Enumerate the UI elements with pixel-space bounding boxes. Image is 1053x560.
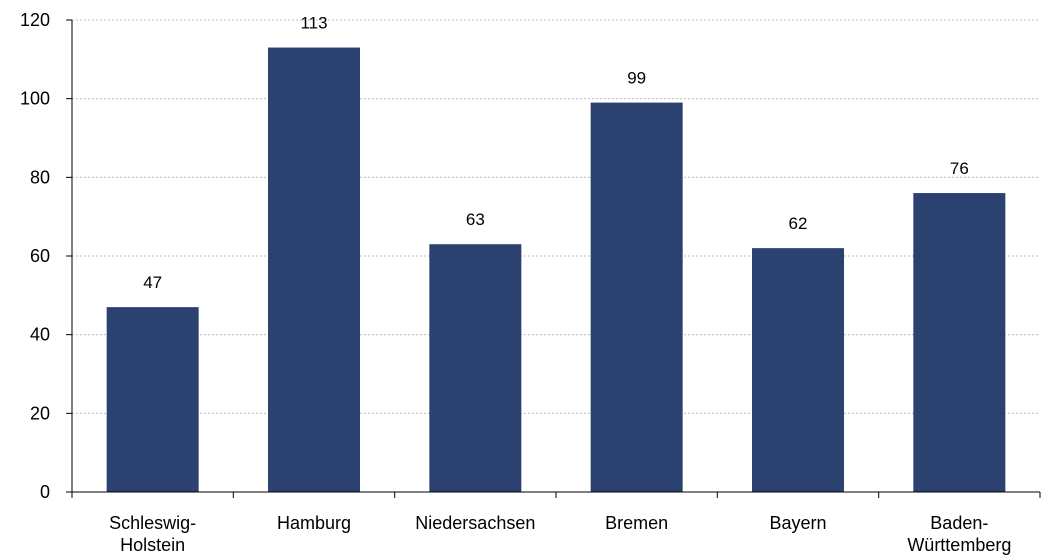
category-label-line: Schleswig- <box>109 513 196 533</box>
category-label: Bayern <box>769 513 826 533</box>
data-label: 99 <box>627 69 646 88</box>
bar <box>106 307 199 492</box>
data-label: 113 <box>300 14 327 33</box>
category-label-line: Holstein <box>120 535 185 555</box>
category-label-line: Baden- <box>930 513 988 533</box>
y-tick-label: 60 <box>30 246 50 266</box>
gridlines <box>72 19 1040 414</box>
data-label: 76 <box>950 159 969 178</box>
category-label: Bremen <box>605 513 668 533</box>
category-label: Hamburg <box>277 513 351 533</box>
y-tick-label: 40 <box>30 325 50 345</box>
bar <box>913 193 1006 493</box>
category-label-line: Niedersachsen <box>415 513 535 533</box>
category-label: Niedersachsen <box>415 513 535 533</box>
data-label: 62 <box>789 214 808 233</box>
category-label-line: Hamburg <box>277 513 351 533</box>
labels: 0 20 40 60 80 100 120 47 Schleswig-Holstein 113 Ha… <box>20 10 1011 555</box>
data-label: 63 <box>466 210 485 229</box>
category-label-line: Württemberg <box>907 535 1011 555</box>
y-tick-label: 120 <box>20 10 50 30</box>
y-tick-label: 20 <box>30 403 50 423</box>
bar <box>590 102 683 492</box>
category-label: Schleswig-Holstein <box>109 513 196 555</box>
bar <box>752 248 844 492</box>
y-tick-label: 80 <box>30 167 50 187</box>
bar <box>268 47 360 493</box>
data-label: 47 <box>143 273 162 292</box>
axes <box>66 19 1041 498</box>
y-tick-label: 0 <box>40 482 50 502</box>
category-label-line: Bremen <box>605 513 668 533</box>
bar <box>429 244 522 492</box>
category-label-line: Bayern <box>769 513 826 533</box>
category-label: Baden-Württemberg <box>907 513 1011 555</box>
bars <box>106 47 1006 493</box>
y-tick-label: 100 <box>20 89 50 109</box>
